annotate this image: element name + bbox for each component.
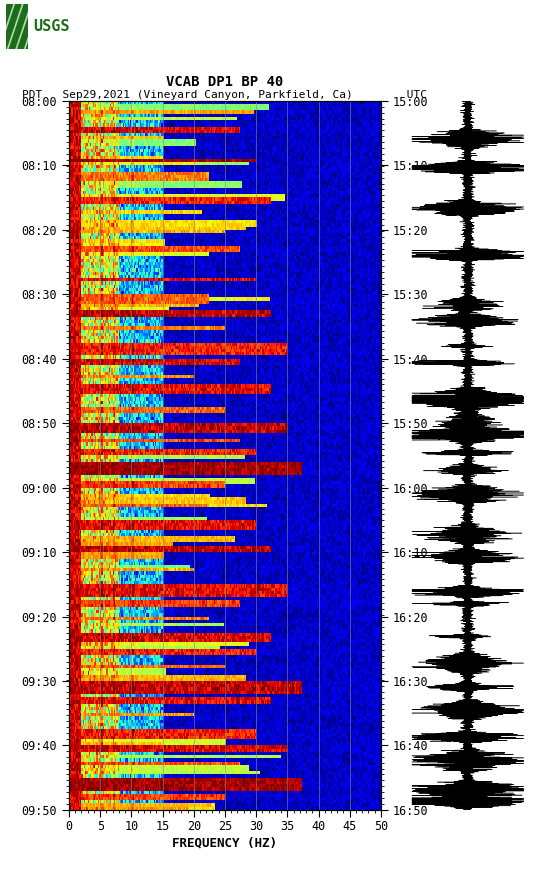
Text: PDT   Sep29,2021 (Vineyard Canyon, Parkfield, Ca)        UTC: PDT Sep29,2021 (Vineyard Canyon, Parkfie… — [23, 90, 427, 100]
Bar — [6, 4, 28, 49]
X-axis label: FREQUENCY (HZ): FREQUENCY (HZ) — [172, 837, 278, 850]
Text: VCAB DP1 BP 40: VCAB DP1 BP 40 — [166, 75, 284, 89]
Text: USGS: USGS — [33, 20, 70, 34]
